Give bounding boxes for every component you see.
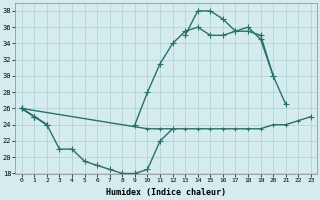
X-axis label: Humidex (Indice chaleur): Humidex (Indice chaleur): [106, 188, 226, 197]
